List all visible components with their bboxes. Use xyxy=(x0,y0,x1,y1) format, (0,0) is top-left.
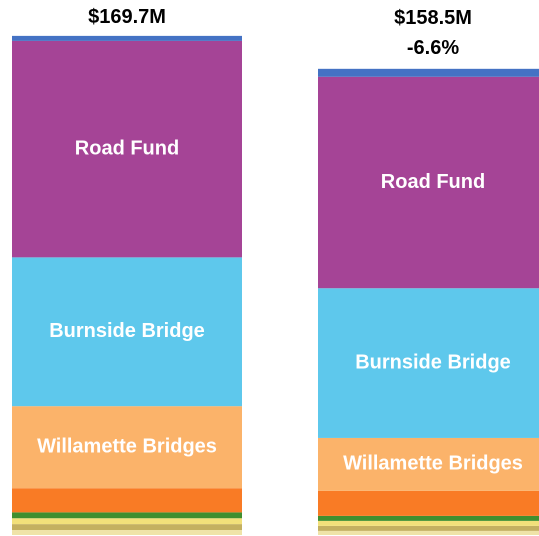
bar-segment xyxy=(318,288,539,438)
bar-segment xyxy=(12,488,242,513)
segment-label: Burnside Bridge xyxy=(49,320,205,342)
segment-label: Road Fund xyxy=(75,137,179,159)
segment-label: Burnside Bridge xyxy=(355,351,511,373)
bar-segment xyxy=(318,68,539,77)
bar-segment xyxy=(12,35,242,41)
bar-segment xyxy=(12,406,242,489)
bar-segment xyxy=(318,490,539,516)
bar-segment xyxy=(12,518,242,525)
change-label: -6.6% xyxy=(407,37,459,59)
bar-segment xyxy=(12,40,242,258)
bar-segment xyxy=(318,76,539,289)
bar-segment xyxy=(318,437,539,491)
segment-label: Willamette Bridges xyxy=(37,435,217,457)
bar-segment xyxy=(12,524,242,530)
bar-segment xyxy=(318,530,539,535)
bar-segment xyxy=(12,530,242,535)
total-label: $169.7M xyxy=(88,6,166,28)
bar-segment xyxy=(318,515,539,521)
segment-label: Willamette Bridges xyxy=(343,453,523,475)
bar-segment xyxy=(318,525,539,531)
total-label: $158.5M xyxy=(394,7,472,29)
bar-segment xyxy=(12,257,242,407)
bar-segment xyxy=(12,512,242,519)
segment-label: Road Fund xyxy=(381,171,485,193)
bar-segment xyxy=(318,520,539,526)
